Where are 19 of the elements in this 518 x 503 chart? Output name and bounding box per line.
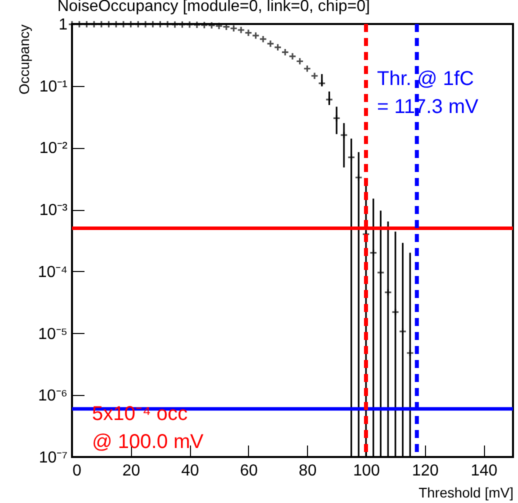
x-tick-label: 60 [240, 462, 258, 480]
ref-line-label: Thr. @ 1fC = 117.3 mV [377, 68, 480, 118]
x-tick-label: 140 [470, 462, 498, 480]
y-axis-title: Occupancy [16, 24, 32, 95]
y-tick-label: 1 [58, 16, 68, 34]
y-tick-label: 10⁻¹ [39, 78, 68, 96]
x-tick-label: 40 [181, 462, 200, 480]
y-tick-label: 10⁻⁴ [38, 264, 68, 281]
x-axis-title: Threshold [mV] [418, 484, 514, 500]
x-tick-label: 120 [412, 462, 439, 480]
y-tick-label: 10⁻⁵ [38, 326, 68, 343]
x-tick-label: 20 [122, 462, 140, 480]
y-tick-label: 10⁻⁶ [38, 388, 68, 405]
y-tick-label: 10⁻⁷ [38, 450, 68, 466]
x-tick-label: 0 [72, 462, 82, 480]
x-tick-label: 80 [298, 462, 317, 480]
x-tick-label: 100 [353, 462, 380, 480]
y-tick-label: 10⁻³ [39, 202, 68, 220]
y-tick-label: 10⁻² [39, 140, 68, 158]
